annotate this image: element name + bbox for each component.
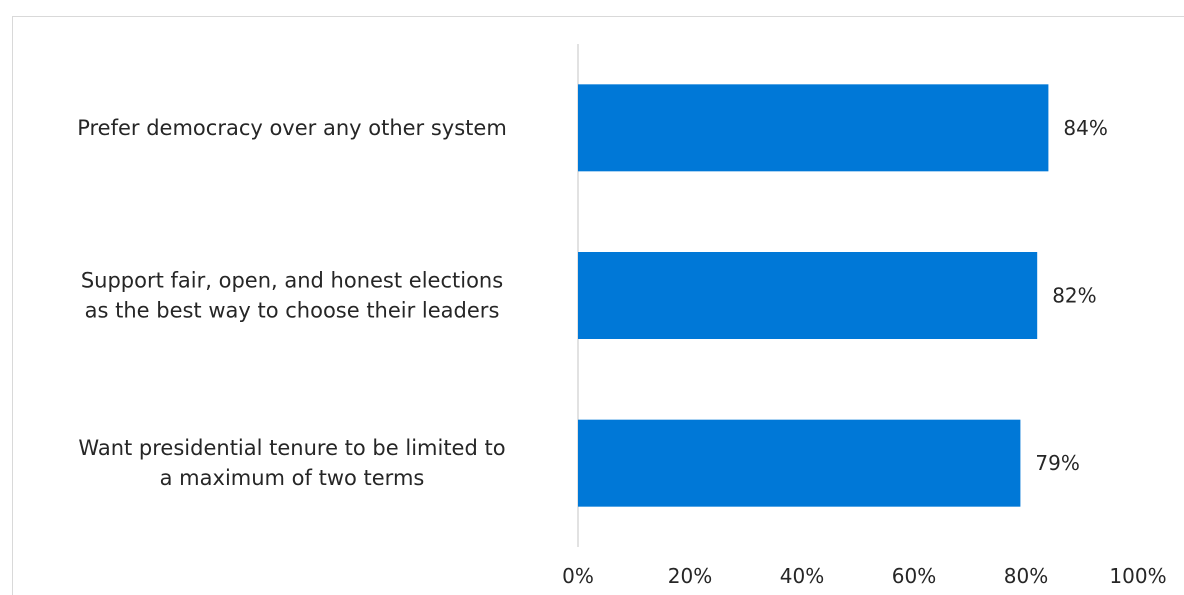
x-tick-label: 100% bbox=[1109, 564, 1166, 588]
labels-layer: 84% Prefer democracy over any other syste… bbox=[77, 116, 1108, 490]
category-label-line: Want presidential tenure to be limited t… bbox=[78, 436, 505, 460]
data-label-3: 79% bbox=[1035, 451, 1079, 475]
bars-layer bbox=[578, 84, 1049, 507]
category-label-3: Want presidential tenure to be limited t… bbox=[78, 436, 505, 490]
category-label-line: Prefer democracy over any other system bbox=[77, 116, 507, 140]
chart-frame bbox=[12, 16, 1184, 595]
category-label-line: as the best way to choose their leaders bbox=[85, 299, 500, 323]
x-tick-label: 0% bbox=[562, 564, 594, 588]
bar-2 bbox=[578, 252, 1038, 339]
x-axis-ticks: 0% 20% 40% 60% 80% 100% bbox=[562, 564, 1166, 588]
bar-3 bbox=[578, 419, 1021, 507]
data-label-1: 84% bbox=[1063, 116, 1107, 140]
category-label-line: a maximum of two terms bbox=[160, 466, 425, 490]
category-label-1: Prefer democracy over any other system bbox=[77, 116, 507, 140]
data-label-2: 82% bbox=[1052, 284, 1096, 308]
category-label-line: Support fair, open, and honest elections bbox=[81, 269, 503, 293]
x-tick-label: 80% bbox=[1004, 564, 1048, 588]
bar-1 bbox=[578, 84, 1049, 172]
x-tick-label: 60% bbox=[892, 564, 936, 588]
x-tick-label: 40% bbox=[780, 564, 824, 588]
category-label-2: Support fair, open, and honest elections… bbox=[81, 269, 503, 323]
x-tick-label: 20% bbox=[668, 564, 712, 588]
